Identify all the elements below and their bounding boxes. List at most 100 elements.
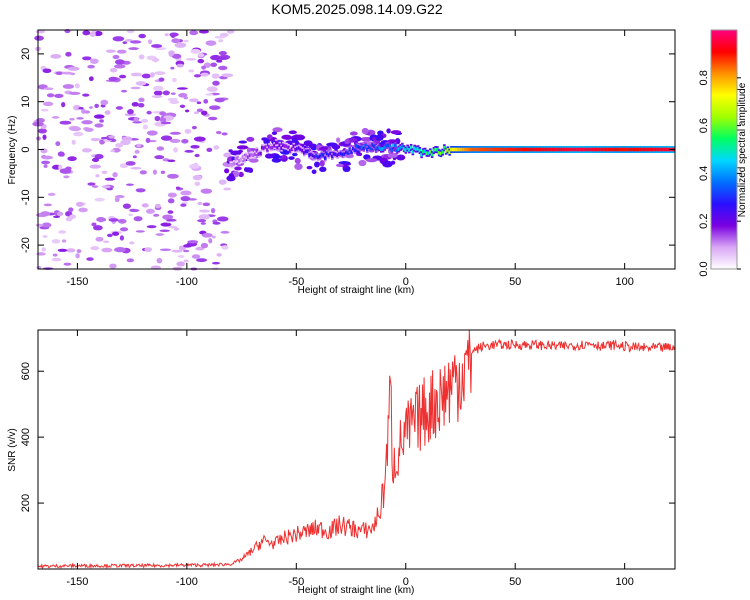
- spectrogram-noise-blob: [115, 143, 124, 148]
- spectrogram-noise-blob: [155, 233, 165, 236]
- spectrogram-noise-blob: [42, 235, 48, 238]
- colorbar: 0.0 0.2 0.4 0.6 0.8 Normalized spectral ampl…: [698, 29, 748, 277]
- spectrogram-ridge-core: [311, 153, 315, 158]
- spectrogram-ridge-core: [640, 147, 644, 152]
- spectrogram-ridge-halo: [224, 168, 230, 174]
- spectrogram-noise-blob: [188, 69, 195, 73]
- spectrogram-noise-blob: [141, 73, 151, 79]
- spectrogram-ridge-core: [430, 152, 434, 157]
- spectrogram-ridge-core: [341, 152, 345, 157]
- spectrogram-noise-blob: [183, 259, 189, 263]
- spectrogram-noise-blob: [154, 203, 161, 209]
- spectrogram-noise-blob: [134, 149, 140, 154]
- spectrogram-ridge-core: [355, 144, 359, 148]
- spectrogram-noise-blob: [216, 253, 222, 257]
- spectrogram-ridge-core: [576, 147, 579, 152]
- spectrogram-noise-blob: [107, 233, 113, 238]
- spectrogram-noise-blob: [180, 195, 191, 202]
- spectrogram-ridge-core: [376, 146, 380, 150]
- spectrogram-ridge-core: [350, 150, 353, 154]
- spectrogram-ridge-core: [395, 148, 399, 153]
- spectrogram-noise-blob: [184, 109, 190, 113]
- spectrogram-noise-blob: [173, 147, 178, 153]
- spectrogram-ridge-core: [422, 149, 425, 154]
- spectrogram-ridge-halo: [293, 134, 300, 139]
- spectrogram-noise-blob: [116, 49, 127, 54]
- colorbar-tick-label: 0.8: [698, 70, 710, 85]
- spectrogram-ridge-core: [234, 157, 238, 161]
- spectrogram-ridge-core: [367, 145, 371, 149]
- spectrogram-ridge-core: [639, 147, 642, 152]
- spectrogram-noise-blob: [114, 59, 125, 65]
- snr-x-tick-label: 50: [509, 576, 521, 588]
- spectrogram-noise-blob: [94, 123, 104, 128]
- spectrogram-ridge-halo: [266, 134, 273, 140]
- spectrogram-noise-blob: [65, 51, 72, 57]
- spectrogram-ridge-core: [577, 147, 581, 152]
- spectrogram-noise-blob: [69, 214, 76, 220]
- spectrogram-ridge-core: [420, 152, 423, 157]
- spectrogram-noise-blob: [128, 213, 133, 217]
- spectrogram-noise-blob: [41, 160, 50, 165]
- spectrogram-ridge-core: [612, 147, 616, 152]
- spectrogram-ridge-core: [408, 148, 411, 152]
- spectrogram-noise-blob: [206, 147, 213, 153]
- spectrogram-noise-blob: [151, 95, 163, 98]
- spectrogram-noise-blob: [137, 102, 145, 108]
- spectrogram-noise-blob: [218, 39, 224, 43]
- spectrogram-noise-blob: [171, 77, 177, 83]
- spectrogram-ridge-core: [656, 147, 660, 152]
- spectrogram-noise-blob: [124, 113, 137, 117]
- spectrogram-ridge-core: [549, 147, 553, 152]
- spectrogram-noise-blob: [154, 155, 165, 160]
- spectrogram-ridge-core: [313, 155, 317, 159]
- spectrogram-noise-blob: [196, 108, 204, 113]
- spectrogram-noise-blob: [212, 221, 221, 225]
- spectrogram-noise-blob: [187, 240, 199, 244]
- spectrogram-ridge-core: [521, 147, 525, 152]
- spectrogram-noise-blob: [185, 57, 197, 61]
- snr-y-label: SNR (v/v): [7, 428, 18, 471]
- spectrogram-noise-blob: [135, 81, 147, 86]
- spectrogram-ridge-core: [446, 148, 450, 152]
- spectrogram-ridge-halo: [319, 160, 325, 167]
- spectrogram-ridge-halo: [246, 136, 255, 142]
- spectrogram-ridge-halo: [272, 158, 278, 162]
- spectrogram-ridge-core: [436, 147, 439, 152]
- spectrogram-ridge-halo: [273, 154, 282, 159]
- spectrogram-noise-blob: [197, 58, 205, 64]
- spectrogram-ridge-core: [630, 147, 634, 152]
- spectrogram-noise-blob: [166, 218, 177, 222]
- spectrogram-noise-blob: [167, 192, 177, 198]
- spectrogram-ridge-core: [593, 147, 597, 152]
- spectrogram-noise-blob: [68, 207, 74, 213]
- spectrogram-ridge-halo: [314, 161, 320, 168]
- spectrogram-noise-blob: [63, 175, 70, 179]
- spectrogram-ridge-core: [253, 152, 257, 157]
- spectrogram-ridge-core: [518, 147, 521, 152]
- spectrogram-ridge-core: [280, 146, 283, 150]
- spectrogram-ridge-core: [467, 147, 471, 152]
- spectrogram-ridge-core: [595, 147, 599, 152]
- spectrogram-noise-blob: [154, 71, 166, 76]
- spectrogram-ridge-core: [266, 148, 269, 152]
- spectrogram-noise-blob: [176, 261, 186, 267]
- spectrogram-noise-blob: [88, 76, 94, 82]
- spectrogram-noise-blob: [61, 239, 67, 243]
- spectrogram-x-ticks: -150 -100 -50 0 50 100: [66, 30, 634, 288]
- spectrogram-noise-blob: [84, 110, 90, 114]
- spectrogram-noise-blob: [217, 57, 229, 61]
- spectrogram-noise-blob: [159, 248, 172, 251]
- spectrogram-ridge-core: [352, 146, 355, 151]
- spectrogram-noise-blob: [127, 109, 134, 115]
- spectrogram-ridge-core: [514, 147, 518, 152]
- spectrogram-ridge-halo: [338, 161, 351, 165]
- spectrogram-ridge-core: [450, 147, 453, 152]
- spectrogram-ridge-core: [423, 149, 427, 154]
- spectrogram-cells: [32, 29, 676, 271]
- spectrogram-noise-blob: [76, 249, 82, 254]
- spectrogram-ridge-core: [528, 147, 532, 152]
- spectrogram-noise-blob: [132, 155, 137, 159]
- spectrogram-noise-blob: [82, 93, 90, 97]
